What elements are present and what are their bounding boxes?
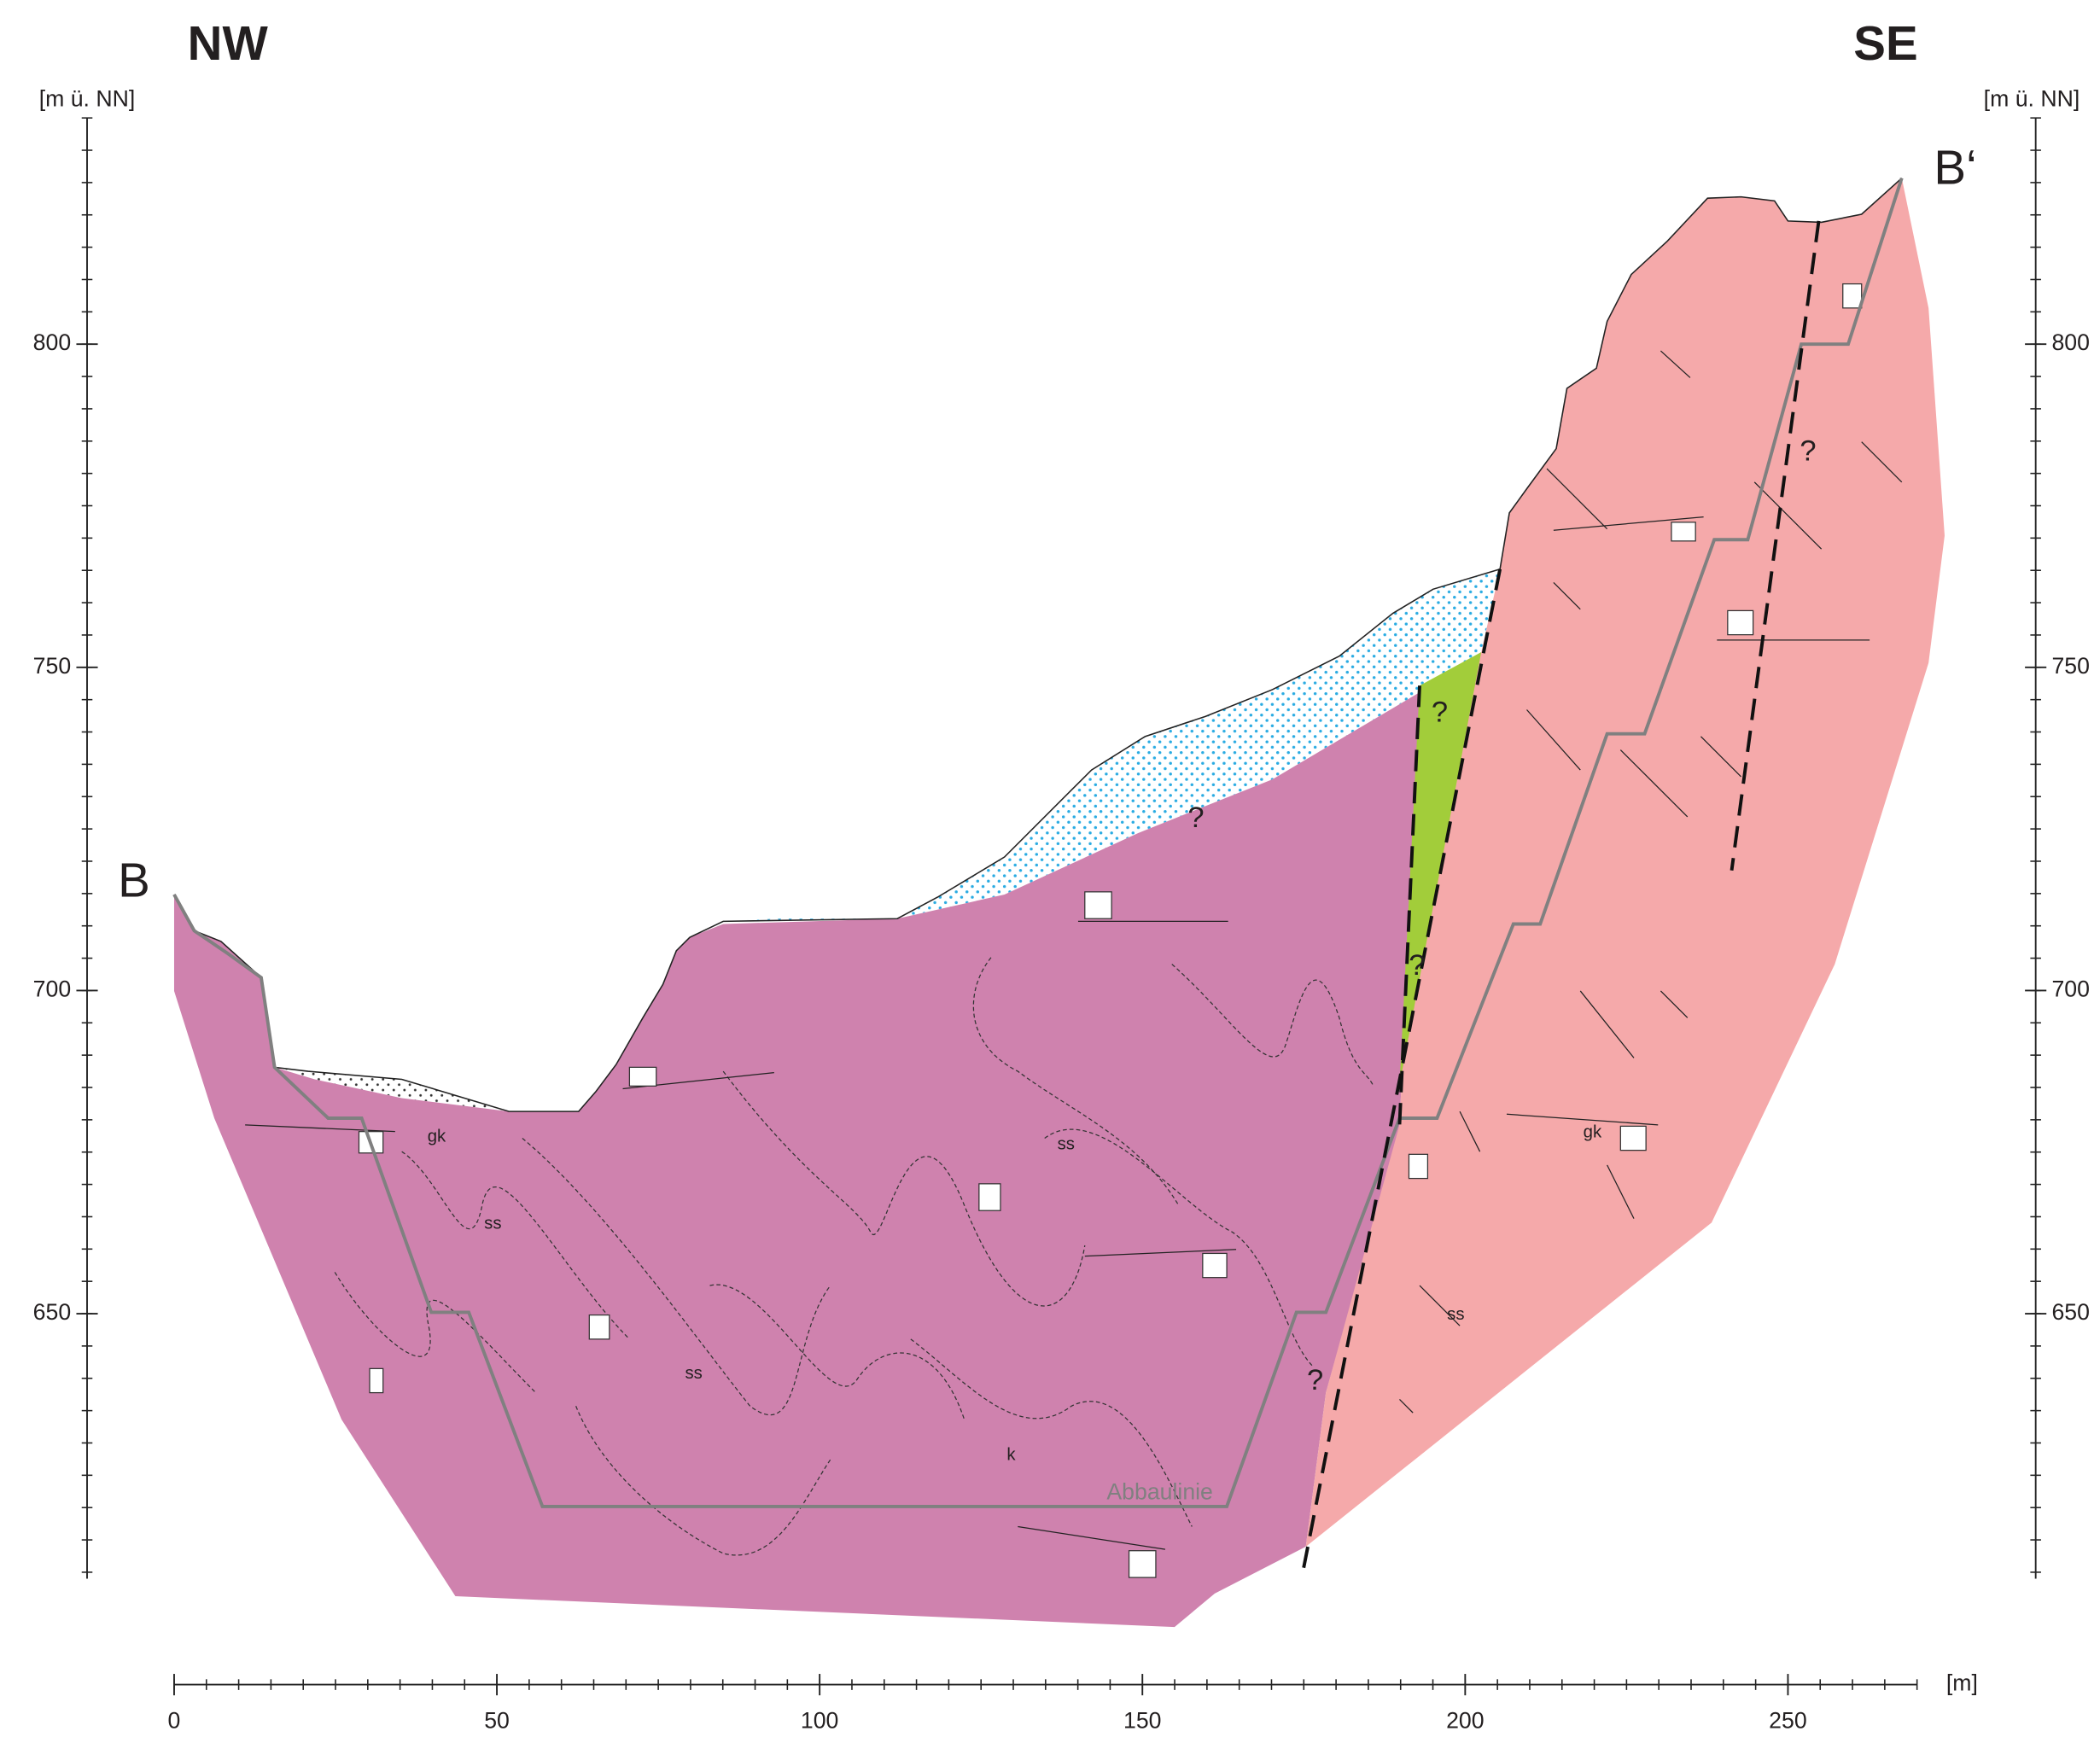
y-tick-label: 750 (33, 653, 71, 679)
label: ss (685, 1364, 703, 1383)
section-start: B (118, 853, 150, 906)
left-axis-unit: [m ü. NN] (39, 86, 136, 112)
label: ss (1058, 1135, 1075, 1154)
x-tick-label: 100 (801, 1708, 838, 1734)
y-tick-label: 650 (2051, 1299, 2089, 1325)
x-tick-label: 150 (1123, 1708, 1161, 1734)
label: gk (1584, 1123, 1602, 1142)
label: k (1006, 1446, 1016, 1465)
header-left: NW (188, 16, 269, 70)
x-tick-label: 250 (1769, 1708, 1806, 1734)
y-tick-label: 700 (33, 976, 71, 1001)
x-tick-label: 200 (1446, 1708, 1484, 1734)
header-right: SE (1853, 16, 1917, 70)
label: ? (1187, 802, 1204, 834)
y-tick-label: 650 (33, 1299, 71, 1325)
abbaulinie-label: Abbaulinie (1106, 1478, 1213, 1504)
right-axis-unit: [m ü. NN] (1984, 86, 2080, 112)
label: ? (1800, 434, 1816, 467)
y-tick-label: 800 (2051, 329, 2089, 355)
label: ss (484, 1214, 501, 1233)
label: ss (1447, 1305, 1464, 1324)
y-tick-label: 750 (2051, 653, 2089, 679)
label: ? (1409, 949, 1425, 982)
section-end: B‘ (1934, 141, 1976, 195)
x-tick-label: 0 (168, 1708, 181, 1734)
y-tick-label: 700 (2051, 976, 2089, 1001)
cross-section: NW SE [m ü. NN] [m ü. NN] [m] (0, 0, 2100, 1743)
x-axis-unit: [m] (1946, 1670, 1978, 1696)
label: gk (428, 1127, 446, 1145)
x-tick-label: 50 (484, 1708, 510, 1734)
label: ? (1307, 1364, 1323, 1396)
label: ? (1432, 696, 1448, 728)
y-tick-label: 800 (33, 329, 71, 355)
